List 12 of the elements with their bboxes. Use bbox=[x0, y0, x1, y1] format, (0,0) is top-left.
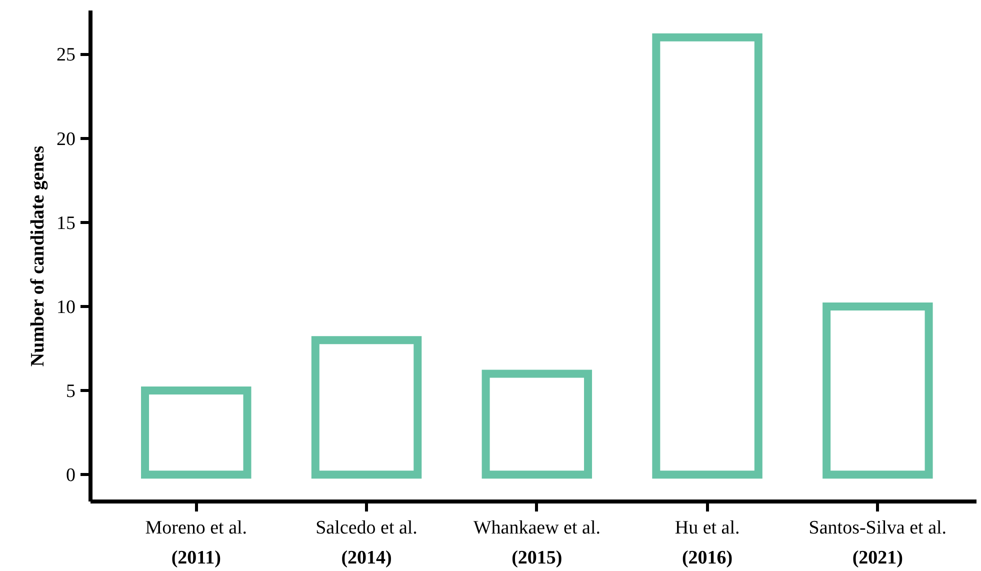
y-tick-label: 20 bbox=[56, 128, 76, 150]
y-tick-label: 10 bbox=[56, 296, 76, 318]
y-tick-label: 0 bbox=[66, 465, 76, 486]
y-tick-label: 15 bbox=[56, 212, 76, 234]
y-tick-label: 5 bbox=[66, 381, 76, 402]
y-axis-title: Number of candidate genes bbox=[28, 146, 48, 367]
category-label: Whankaew et al. (2015) bbox=[473, 518, 600, 568]
category-label: Moreno et al. (2011) bbox=[145, 518, 248, 568]
y-tick-label: 25 bbox=[56, 44, 76, 66]
category-label: Salcedo et al. (2014) bbox=[316, 518, 418, 568]
category-label: Hu et al. (2016) bbox=[674, 518, 740, 568]
category-label: Santos-Silva et al. (2021) bbox=[808, 518, 947, 568]
